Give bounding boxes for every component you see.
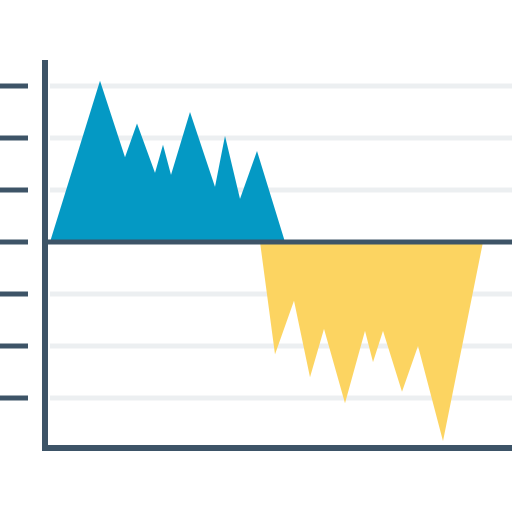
positive-area — [50, 80, 285, 242]
negative-area — [260, 242, 483, 442]
